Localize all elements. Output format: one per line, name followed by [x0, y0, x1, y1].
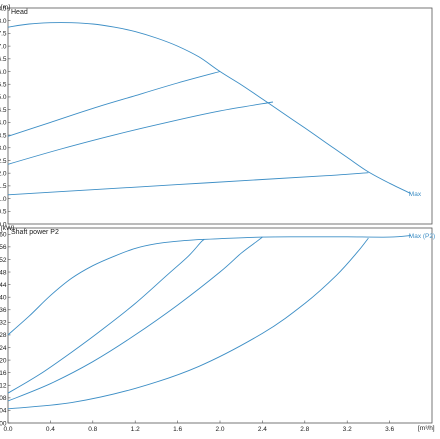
head-y-tick-label: 8.5 — [0, 5, 7, 12]
x-tick-label: 1.2 — [131, 426, 140, 433]
head-curve-4 — [7, 172, 369, 196]
power-y-unit: [kW] — [1, 225, 14, 232]
power-y-tick-label: 0.060 — [0, 232, 7, 239]
x-tick-label: 2.0 — [215, 426, 224, 433]
head-panel-title: Head — [11, 9, 28, 16]
head-curve-1 — [7, 22, 411, 194]
power-y-tick-label: 0.040 — [0, 294, 7, 301]
power-curve-1 — [7, 235, 411, 336]
power-y-tick-label: 0.048 — [0, 269, 7, 276]
power-y-tick-label: 0.032 — [0, 320, 7, 327]
power-y-tick-label: 0.052 — [0, 257, 7, 264]
head-y-ticks: 0.0 0.5 1.0 1.5 2.0 2.5 3.0 3.5 4.0 4.5 5.0 5.5 6.0 6… — [0, 5, 11, 228]
head-curve-label: Max — [409, 191, 422, 198]
power-y-tick-label: 0.044 — [0, 282, 7, 289]
head-y-tick-label: 4.0 — [0, 120, 7, 127]
power-y-tick-label: 0.020 — [0, 357, 7, 364]
power-y-tick-label: 0.016 — [0, 370, 7, 377]
power-y-ticks: 0.000 0.004 0.008 0.012 0.016 0.020 0.024 0.028… — [0, 232, 11, 427]
x-tick-label: 3.6 — [385, 426, 394, 433]
head-curve-3 — [7, 101, 274, 165]
x-tick-label: 2.4 — [258, 426, 267, 433]
head-y-tick-label: 5.0 — [0, 94, 7, 101]
power-y-tick-label: 0.012 — [0, 383, 7, 390]
head-y-tick-label: 7.0 — [0, 43, 7, 50]
x-tick-label: 0.4 — [46, 426, 55, 433]
head-y-tick-label: 6.5 — [0, 56, 7, 63]
head-y-tick-label: 3.5 — [0, 132, 7, 139]
power-panel-title: Shaft power P2 — [11, 229, 59, 236]
power-y-tick-label: 0.028 — [0, 332, 7, 339]
power-y-tick-label: 0.036 — [0, 307, 7, 314]
power-x-unit: [m³/h] — [418, 425, 435, 432]
x-tick-label: 2.8 — [300, 426, 309, 433]
head-y-tick-label: 0.0 — [0, 221, 7, 228]
power-curve-2 — [7, 239, 205, 394]
head-y-tick-label: 1.0 — [0, 196, 7, 203]
head-panel: Head [m] 0.0 0.5 1.0 1.5 2.0 2.5 3.0 3.5 4.0 4.5 5… — [0, 4, 433, 228]
power-y-tick-label: 0.024 — [0, 345, 7, 352]
head-y-tick-label: 2.5 — [0, 158, 7, 165]
head-curve-2 — [7, 71, 221, 137]
head-y-tick-label: 1.5 — [0, 183, 7, 190]
head-y-tick-label: 4.5 — [0, 107, 7, 114]
head-y-tick-label: 5.5 — [0, 82, 7, 89]
x-tick-label: 3.2 — [343, 426, 352, 433]
x-tick-label: 0.8 — [88, 426, 97, 433]
power-panel: Shaft power P2 [kW] 0.000 0.004 0.008 0.012… — [0, 225, 435, 433]
power-y-tick-label: 0.000 — [0, 420, 7, 427]
power-curve-4 — [7, 237, 369, 410]
power-curve-label: Max (P2) — [409, 233, 435, 240]
head-y-unit: [m] — [1, 4, 10, 11]
power-x-ticks: 0.0 0.4 0.8 1.2 1.6 2.0 2.4 2.8 3.2 3.6 — [3, 420, 394, 433]
head-plot-frame — [7, 7, 433, 225]
power-y-tick-label: 0.008 — [0, 395, 7, 402]
power-y-tick-label: 0.056 — [0, 244, 7, 251]
power-annotations: Max (P2) — [409, 233, 435, 240]
head-y-tick-label: 3.0 — [0, 145, 7, 152]
power-plot-frame — [7, 227, 433, 424]
power-y-tick-label: 0.004 — [0, 408, 7, 415]
x-tick-label: 0.0 — [3, 426, 12, 433]
head-y-tick-label: 8.0 — [0, 18, 7, 25]
power-curves — [7, 235, 411, 410]
x-tick-label: 1.6 — [173, 426, 182, 433]
head-annotations: Max — [409, 191, 422, 198]
power-curve-3 — [7, 236, 263, 402]
head-y-tick-label: 2.0 — [0, 170, 7, 177]
head-y-tick-label: 7.5 — [0, 31, 7, 38]
head-y-tick-label: 6.0 — [0, 69, 7, 76]
head-y-tick-label: 0.5 — [0, 209, 7, 216]
head-curves — [7, 22, 411, 196]
